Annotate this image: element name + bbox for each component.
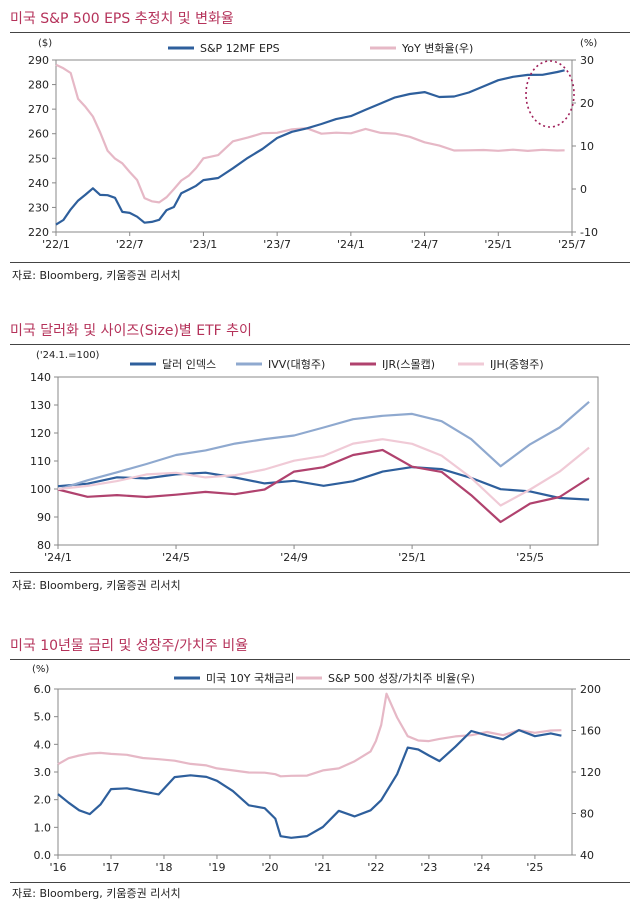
x-tick-label: '19	[208, 861, 225, 874]
series-line-1	[55, 63, 565, 204]
chart-plot-rates: (%) 0.0 1.0 2.0 3.0 4.0 5.0 6.0 40 80 120 160 200 '16…	[32, 664, 601, 874]
y-tick-label: 1.0	[34, 821, 52, 834]
y2-tick-label: 160	[580, 725, 601, 738]
y-axis-unit-right: (%)	[580, 38, 597, 49]
x-tick-label: '23	[420, 861, 437, 874]
y-tick-label: 230	[28, 201, 49, 214]
y-tick-label: 220	[28, 226, 49, 239]
legend-label-1: IVV(대형주)	[268, 358, 325, 371]
series-line-0	[55, 69, 565, 226]
legend-label-1: YoY 변화율(우)	[401, 42, 473, 55]
title-rule	[10, 344, 630, 345]
legend-label-0: 달러 인덱스	[162, 358, 216, 371]
legend-label-0: 미국 10Y 국채금리	[206, 672, 294, 685]
x-tick-label: '20	[261, 861, 278, 874]
y-tick-label: 140	[30, 371, 51, 384]
x-tick-label: '24/1	[44, 551, 72, 564]
y2-tick-label: 30	[580, 54, 594, 67]
y-axis-unit-left: (%)	[32, 664, 49, 675]
title-rule	[10, 659, 630, 660]
y-tick-label: 130	[30, 399, 51, 412]
y-tick-label: 90	[37, 511, 51, 524]
y2-tick-label: 120	[580, 766, 601, 779]
y-tick-label: 280	[28, 79, 49, 92]
y-tick-label: 2.0	[34, 794, 52, 807]
source-rule	[10, 882, 630, 883]
y-tick-label: 120	[30, 427, 51, 440]
y2-tick-label: -10	[580, 226, 598, 239]
series-line-1	[57, 692, 562, 778]
y-tick-label: 110	[30, 455, 51, 468]
chart-source: 자료: Bloomberg, 키움증권 리서치	[12, 579, 181, 592]
title-rule	[10, 32, 630, 33]
chart-source: 자료: Bloomberg, 키움증권 리서치	[12, 887, 181, 900]
chart-panel-2: 미국 달러화 및 사이즈(Size)별 ETF 추이 ('24.1.=100) 8…	[0, 300, 640, 600]
y-tick-label: 80	[37, 539, 51, 552]
plot-frame	[57, 376, 599, 546]
legend-label-2: IJR(스몰캡)	[382, 358, 435, 371]
x-tick-label: '24/7	[411, 238, 439, 251]
chart-plot-etf: ('24.1.=100) 80 90 100 110 120 130 140 '24/1 '24/…	[30, 350, 599, 564]
y-tick-label: 270	[28, 103, 49, 116]
y2-tick-label: 40	[580, 849, 594, 862]
source-rule	[10, 572, 630, 573]
y-tick-label: 250	[28, 152, 49, 165]
y-tick-label: 6.0	[34, 683, 52, 696]
x-tick-label: '22/7	[116, 238, 144, 251]
x-tick-label: '18	[155, 861, 172, 874]
x-tick-label: '21	[314, 861, 331, 874]
series-line-0	[57, 728, 562, 839]
series-line-0	[57, 465, 590, 501]
y2-tick-label: 10	[580, 140, 594, 153]
chart-title: 미국 10년물 금리 및 성장주/가치주 비율	[10, 638, 248, 654]
y-tick-label: 3.0	[34, 766, 52, 779]
y-tick-label: 260	[28, 128, 49, 141]
x-tick-label: '23/7	[263, 238, 291, 251]
source-rule	[10, 262, 630, 263]
y-tick-label: 0.0	[34, 849, 52, 862]
y-axis-unit-left: ($)	[38, 38, 52, 49]
chart-source: 자료: Bloomberg, 키움증권 리서치	[12, 269, 181, 282]
series-line-2	[57, 448, 590, 524]
x-tick-label: '25	[526, 861, 543, 874]
y2-tick-label: 80	[580, 808, 594, 821]
series-line-3	[57, 438, 590, 507]
y-tick-label: 4.0	[34, 738, 52, 751]
x-tick-label: '17	[102, 861, 119, 874]
chart-plot-eps: ($) (%) 220 230 240 250 260 270 280 290 -10 0 10 20 30…	[28, 38, 598, 251]
x-tick-label: '23/1	[190, 238, 218, 251]
x-tick-label: '22/1	[42, 238, 70, 251]
series-line-1	[57, 400, 590, 491]
y-axis-unit-left: ('24.1.=100)	[36, 350, 100, 361]
y2-tick-label: 20	[580, 97, 594, 110]
legend-label-1: S&P 500 성장/가치주 비율(우)	[328, 672, 475, 685]
y2-tick-label: 0	[580, 183, 587, 196]
x-tick-label: '25/7	[558, 238, 586, 251]
y-tick-label: 5.0	[34, 711, 52, 724]
x-tick-label: '22	[367, 861, 384, 874]
x-tick-label: '24/9	[280, 551, 308, 564]
x-tick-label: '24/1	[337, 238, 365, 251]
y-tick-label: 290	[28, 54, 49, 67]
x-tick-label: '25/5	[516, 551, 544, 564]
x-tick-label: '16	[49, 861, 66, 874]
plot-frame	[55, 59, 573, 233]
x-tick-label: '24	[473, 861, 490, 874]
chart-panel-3: 미국 10년물 금리 및 성장주/가치주 비율 (%) 0.0 1.0 2.0 3.0 4…	[0, 620, 640, 908]
chart-panel-1: 미국 S&P 500 EPS 추정치 및 변화율 ($) (%) 220 230 240…	[0, 0, 640, 300]
chart-title: 미국 달러화 및 사이즈(Size)별 ETF 추이	[10, 323, 252, 339]
chart-title: 미국 S&P 500 EPS 추정치 및 변화율	[10, 11, 234, 27]
y-tick-label: 100	[30, 483, 51, 496]
y-tick-label: 240	[28, 177, 49, 190]
x-tick-label: '25/1	[398, 551, 426, 564]
x-tick-label: '24/5	[162, 551, 190, 564]
legend-label-0: S&P 12MF EPS	[200, 42, 280, 55]
y2-tick-label: 200	[580, 683, 601, 696]
x-tick-label: '25/1	[484, 238, 512, 251]
annotation-dotted-circle	[525, 60, 575, 128]
legend-label-3: IJH(중형주)	[490, 358, 544, 371]
